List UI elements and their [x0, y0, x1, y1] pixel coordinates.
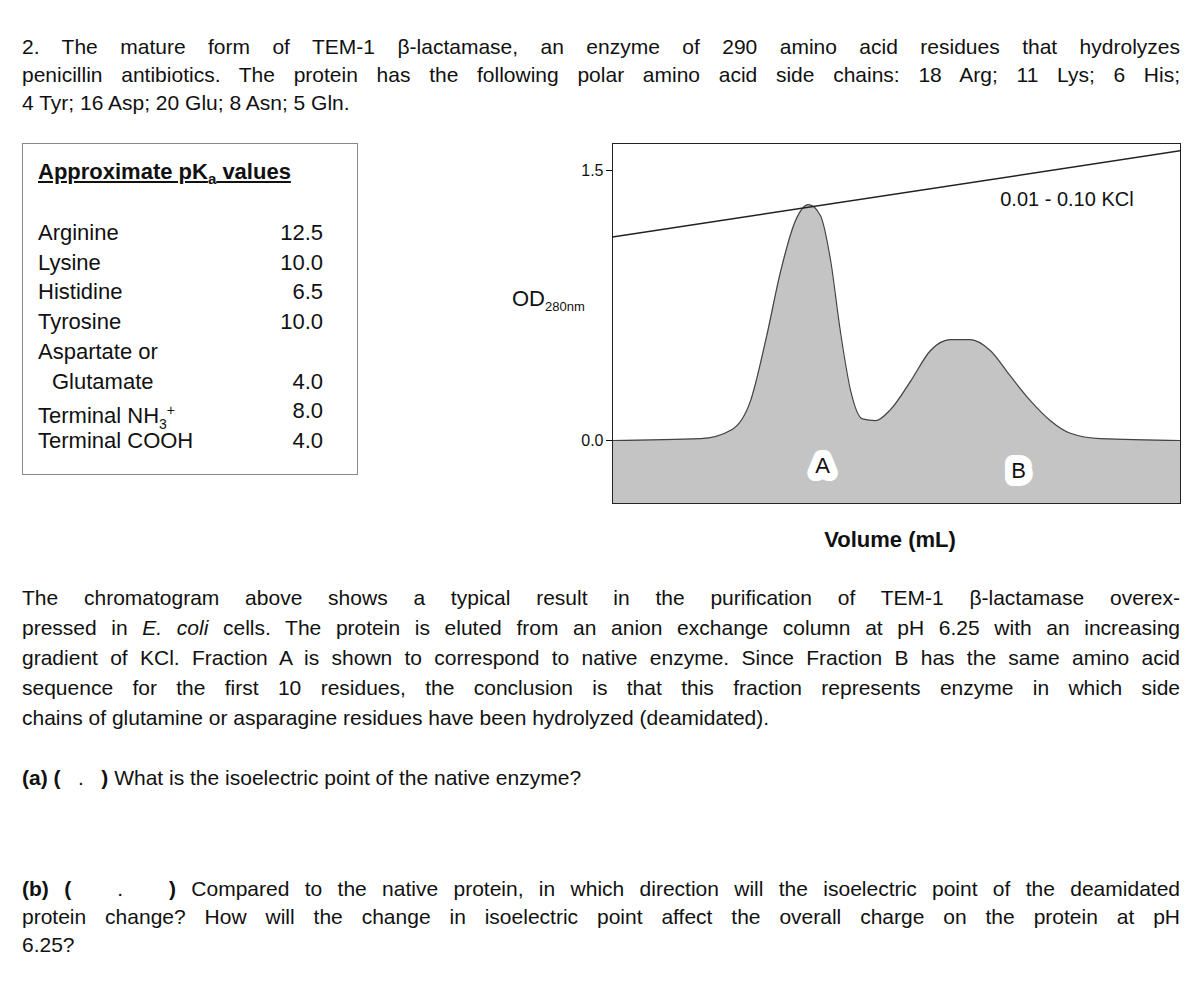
- html-text:protein change? How will the c: protein change? How will the change in i…: [22, 905, 1180, 928]
- html-text:(b) (.) Compared to the native: (b) (.) Compared to the native protein, …: [22, 877, 1180, 900]
- html-text:Aspartate or: Aspartate or: [38, 338, 158, 364]
- svg-text:0.01 - 0.10 KCl: 0.01 - 0.10 KCl: [1000, 188, 1133, 210]
- html-text:Approximate pKavalues: Approximate pKavalues: [38, 159, 291, 188]
- svg-text:1.5: 1.5: [581, 162, 603, 179]
- html-text:4.0: 4.0: [292, 368, 323, 394]
- html-text:sequence for the first 10 resi: sequence for the first 10 residues, the …: [22, 676, 1180, 699]
- svg-text:B: B: [1011, 458, 1026, 483]
- svg-text:A: A: [815, 453, 830, 478]
- html-text:pressed in E. coli cells. The: pressed in E. coli cells. The protein is…: [22, 616, 1180, 639]
- html-text:6.25?: 6.25?: [22, 933, 75, 956]
- html-text:Tyrosine: Tyrosine: [38, 309, 122, 335]
- html-text:Arginine: Arginine: [38, 220, 119, 245]
- html-text:Glutamate: Glutamate: [52, 368, 154, 394]
- html-text:8.0: 8.0: [292, 398, 323, 424]
- html-text:The chromatogram above shows a: The chromatogram above shows a typical r…: [22, 586, 1180, 609]
- html-text:gradient of KCl. Fraction A is: gradient of KCl. Fraction A is shown to …: [22, 646, 1180, 669]
- html-text:6.5: 6.5: [292, 279, 323, 305]
- html-text:10.0: 10.0: [280, 249, 323, 275]
- html-text:penicillin antibiotics. The pr: penicillin antibiotics. The protein has …: [22, 63, 1180, 86]
- html-text:4 Tyr; 16 Asp; 20 Glu; 8 Asn;: 4 Tyr; 16 Asp; 20 Glu; 8 Asn; 5 Gln.: [22, 91, 350, 114]
- svg-text:0.0: 0.0: [581, 432, 603, 449]
- html-text:Histidine: Histidine: [38, 279, 123, 305]
- html-text:OD280nm: OD280nm: [512, 286, 585, 315]
- html-text:Lysine: Lysine: [38, 249, 101, 275]
- html-text:Volume (mL): Volume (mL): [824, 527, 956, 552]
- html-text:(a) (.) What is the isoelectri: (a) (.) What is the isoelectric point of…: [22, 766, 582, 789]
- html-text:12.5: 12.5: [280, 220, 323, 245]
- html-text:10.0: 10.0: [280, 309, 323, 335]
- html-text:Terminal COOH: Terminal COOH: [38, 427, 194, 453]
- html-text:chains of glutamine or asparag: chains of glutamine or asparagine residu…: [22, 706, 770, 729]
- html-text:Terminal NH3: Terminal NH3: [38, 403, 167, 432]
- html-text:2. The mature form of TEM-1 β-: 2. The mature form of TEM-1 β-lactamase,…: [22, 35, 1180, 58]
- html-text:4.0: 4.0: [292, 427, 323, 453]
